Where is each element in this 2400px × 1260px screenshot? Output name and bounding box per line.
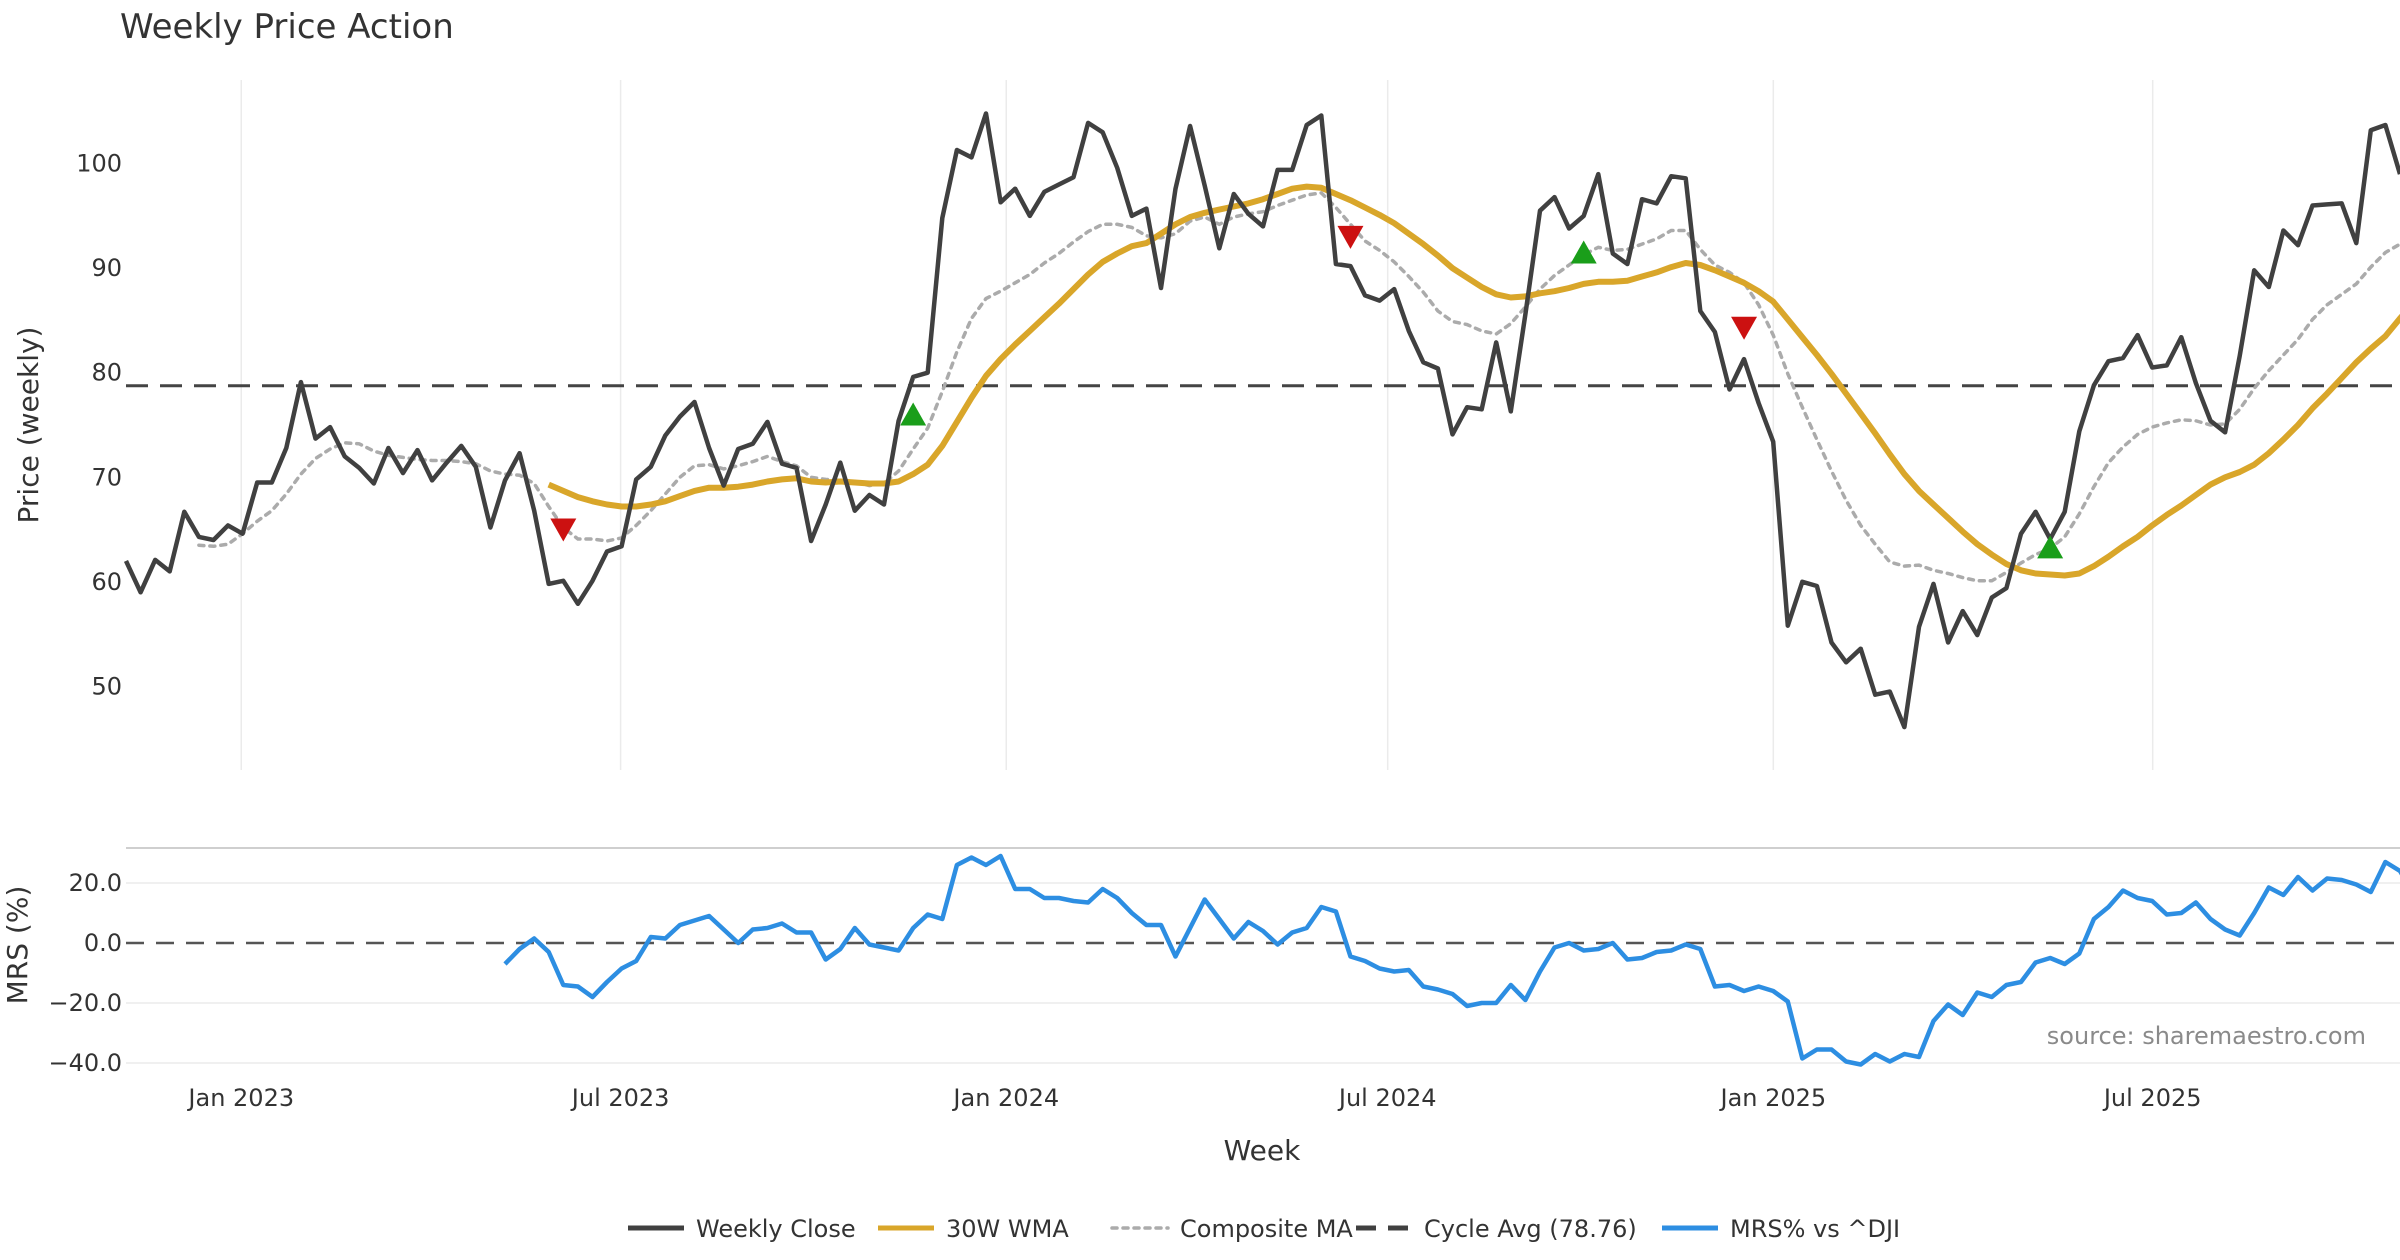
price-tick-label: 60 [91, 568, 122, 596]
buy-signal-marker [1570, 240, 1597, 264]
x-tick-label: Jan 2024 [951, 1084, 1059, 1112]
mrs-tick-label: −40.0 [48, 1049, 122, 1077]
legend-item: Weekly Close [628, 1215, 856, 1243]
x-axis-label: Week [1224, 1134, 1301, 1167]
sell-signal-marker [1731, 316, 1758, 340]
legend-item: 30W WMA [878, 1215, 1069, 1243]
legend-item: Composite MA [1110, 1215, 1353, 1243]
mrs-line [503, 853, 2400, 1067]
legend-label: Composite MA [1180, 1215, 1353, 1243]
buy-signal-marker [2037, 535, 2064, 559]
legend-item: Cycle Avg (78.76) [1356, 1215, 1637, 1243]
x-tick-label: Jan 2025 [1718, 1084, 1826, 1112]
sell-signal-marker [1337, 225, 1364, 249]
x-tick-labels: Jan 2023 Jul 2023 Jan 2024 Jul 2024 Jan 2025… [186, 1084, 2201, 1112]
mrs-tick-label: 20.0 [69, 869, 122, 897]
legend-item: MRS% vs ^DJI [1662, 1215, 1900, 1243]
price-tick-label: 50 [91, 672, 122, 700]
x-tick-label: Jul 2024 [1337, 1084, 1437, 1112]
mrs-tick-label: −20.0 [48, 989, 122, 1017]
wma-30w-line [547, 183, 2400, 579]
sell-signal-marker [550, 518, 577, 542]
mrs-panel: 20.0 0.0 −20.0 −40.0 [48, 847, 2400, 1077]
legend-label: Weekly Close [696, 1215, 856, 1243]
x-tick-label: Jan 2023 [186, 1084, 294, 1112]
x-tick-label: Jul 2023 [570, 1084, 670, 1112]
mrs-axis-label: MRS (%) [1, 886, 34, 1005]
price-tick-label: 70 [91, 463, 122, 491]
price-tick-label: 80 [91, 359, 122, 387]
price-tick-label: 100 [76, 150, 122, 178]
price-tick-label: 90 [91, 254, 122, 282]
source-annotation: source: sharemaestro.com [2047, 1022, 2366, 1050]
mrs-tick-label: 0.0 [84, 929, 122, 957]
weekly-close-line [123, 111, 2400, 730]
legend-label: 30W WMA [946, 1215, 1069, 1243]
legend-label: Cycle Avg (78.76) [1424, 1215, 1637, 1243]
x-tick-label: Jul 2025 [2102, 1084, 2202, 1112]
price-axis-label: Price (weekly) [12, 327, 45, 524]
legend-label: MRS% vs ^DJI [1730, 1215, 1900, 1243]
buy-signal-marker [900, 402, 927, 426]
price-panel: 50 60 70 80 90 100 [76, 111, 2400, 730]
legend: Weekly Close 30W WMA Composite MA Cycle Avg… [628, 1215, 1900, 1243]
chart-title: Weekly Price Action [120, 7, 454, 47]
